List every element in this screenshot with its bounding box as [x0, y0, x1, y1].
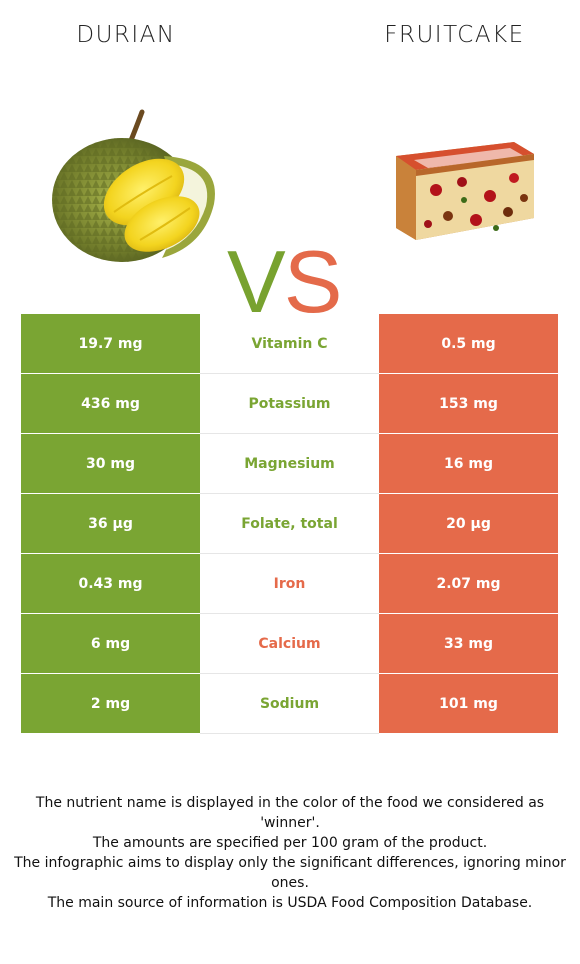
- footer-line-winner: The nutrient name is displayed in the co…: [35, 795, 545, 831]
- table-row: 2 mg Sodium 101 mg: [21, 673, 558, 734]
- nutrient-name-cell: Folate, total: [200, 493, 379, 554]
- nutrient-name-cell: Vitamin C: [200, 314, 379, 374]
- vs-s-letter: S: [283, 232, 343, 331]
- left-value-cell: 30 mg: [21, 433, 200, 494]
- footer-line-amounts: The amounts are specified per 100 gram o…: [92, 835, 488, 851]
- table-row: 436 mg Potassium 153 mg: [21, 373, 558, 434]
- durian-image: [52, 109, 215, 262]
- right-value-cell: 101 mg: [379, 673, 558, 734]
- right-value-cell: 153 mg: [379, 373, 558, 434]
- hero-images: VS: [0, 100, 580, 326]
- fruitcake-image: [396, 142, 534, 240]
- nutrient-name-cell: Calcium: [200, 613, 379, 674]
- left-value-cell: 436 mg: [21, 373, 200, 434]
- table-row: 0.43 mg Iron 2.07 mg: [21, 553, 558, 614]
- footer-line-aim: The infographic aims to display only the…: [14, 855, 566, 891]
- right-food-title: FRUITCAKE: [384, 22, 525, 48]
- nutrient-name-cell: Sodium: [200, 673, 379, 734]
- right-value-cell: 16 mg: [379, 433, 558, 494]
- table-row: 36 µg Folate, total 20 µg: [21, 493, 558, 554]
- footer-line-source: The main source of information is USDA F…: [47, 895, 533, 911]
- vs-v-letter: V: [227, 232, 286, 331]
- right-value-cell: 2.07 mg: [379, 553, 558, 614]
- left-value-cell: 2 mg: [21, 673, 200, 734]
- table-row: 30 mg Magnesium 16 mg: [21, 433, 558, 494]
- left-food-title: DURIAN: [76, 22, 176, 48]
- left-value-cell: 0.43 mg: [21, 553, 200, 614]
- left-value-cell: 6 mg: [21, 613, 200, 674]
- nutrient-name-cell: Iron: [200, 553, 379, 614]
- right-value-cell: 20 µg: [379, 493, 558, 554]
- left-value-cell: 36 µg: [21, 493, 200, 554]
- left-value-cell: 19.7 mg: [21, 314, 200, 374]
- comparison-table: 19.7 mg Vitamin C 0.5 mg 436 mg Potassium 153…: [21, 314, 558, 734]
- vs-label: VS: [227, 238, 342, 326]
- footer-notes: The nutrient name is displayed in the co…: [10, 793, 570, 913]
- right-value-cell: 33 mg: [379, 613, 558, 674]
- table-row: 19.7 mg Vitamin C 0.5 mg: [21, 314, 558, 374]
- table-row: 6 mg Calcium 33 mg: [21, 613, 558, 674]
- right-value-cell: 0.5 mg: [379, 314, 558, 374]
- nutrient-name-cell: Magnesium: [200, 433, 379, 494]
- nutrient-name-cell: Potassium: [200, 373, 379, 434]
